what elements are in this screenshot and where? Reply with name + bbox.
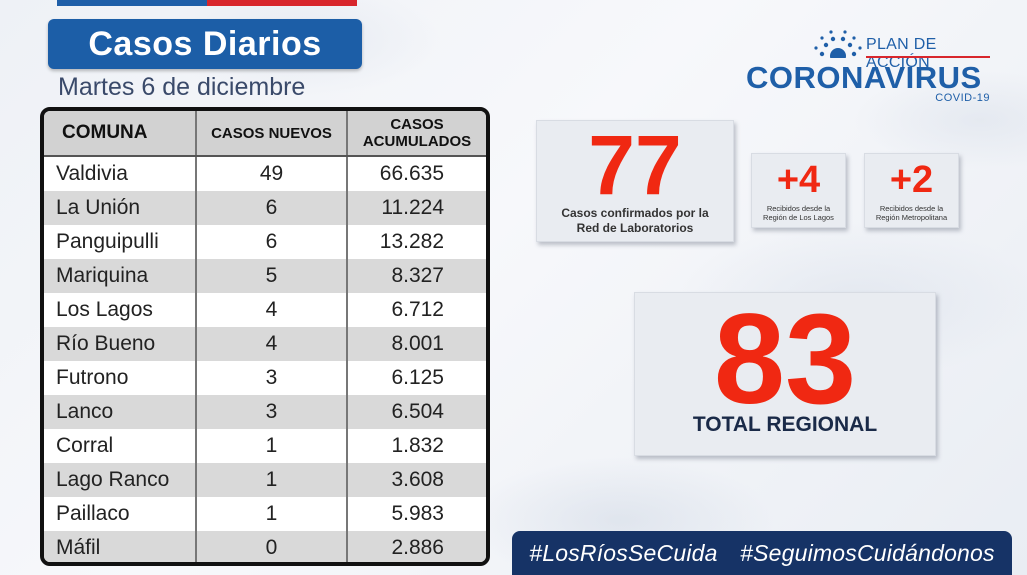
cell-comuna: Valdivia	[44, 157, 197, 191]
table-row: Máfil 0 2.886	[44, 531, 486, 562]
los-lagos-label-line2: Región de Los Lagos	[763, 213, 834, 222]
table-row: Corral 1 1.832	[44, 429, 486, 463]
cell-comuna: Río Bueno	[44, 327, 197, 361]
table-body: Valdivia 49 66.635 La Unión 6 11.224 Panguipul…	[44, 157, 486, 562]
cell-casos-nuevos: 1	[197, 497, 348, 531]
cell-casos-nuevos: 5	[197, 259, 348, 293]
cell-casos-acumulados: 11.224	[381, 196, 444, 219]
header-casos-nuevos: CASOS NUEVOS	[197, 111, 348, 155]
cell-casos-acumulados: 1.832	[391, 434, 444, 457]
logo-sub-text: COVID-19	[935, 92, 990, 104]
sun-icon	[814, 30, 862, 58]
logo-main-text: CORONAVIRUS	[746, 60, 982, 95]
metropolitana-label: Recibidos desde la Región Metropolitana	[867, 204, 956, 222]
cell-casos-nuevos: 3	[197, 395, 348, 429]
cell-casos-nuevos: 4	[197, 327, 348, 361]
table-row: Panguipulli 6 13.282	[44, 225, 486, 259]
cell-casos-acumulados: 6.125	[391, 366, 444, 389]
cell-comuna: Lanco	[44, 395, 197, 429]
cell-casos-acumulados: 2.886	[391, 536, 444, 559]
cell-casos-nuevos: 49	[197, 157, 348, 191]
cell-casos-acumulados: 8.001	[391, 332, 444, 355]
header-comuna: COMUNA	[44, 111, 197, 155]
table-row: Valdivia 49 66.635	[44, 157, 486, 191]
coronavirus-logo: PLAN DE ACCIÓN CORONAVIRUS COVID-19	[746, 30, 996, 105]
cell-comuna: Los Lagos	[44, 293, 197, 327]
page-title: Casos Diarios	[88, 24, 322, 63]
cell-comuna: Panguipulli	[44, 225, 197, 259]
cases-table: COMUNA CASOS NUEVOS CASOS ACUMULADOS Vald…	[40, 107, 490, 566]
table-row: La Unión 6 11.224	[44, 191, 486, 225]
cell-casos-nuevos: 6	[197, 191, 348, 225]
cell-casos-nuevos: 4	[197, 293, 348, 327]
report-date: Martes 6 de diciembre	[58, 73, 306, 101]
table-row: Los Lagos 4 6.712	[44, 293, 486, 327]
flag-stripe-red	[207, 0, 357, 6]
cell-casos-acumulados: 6.712	[391, 298, 444, 321]
header-casos-acumulados: CASOS ACUMULADOS	[348, 111, 486, 155]
table-header: COMUNA CASOS NUEVOS CASOS ACUMULADOS	[44, 111, 486, 157]
header-acum-line2: ACUMULADOS	[362, 133, 472, 150]
table-row: Lago Ranco 1 3.608	[44, 463, 486, 497]
cell-casos-nuevos: 1	[197, 429, 348, 463]
cell-casos-nuevos: 0	[197, 531, 348, 562]
cell-comuna: Corral	[44, 429, 197, 463]
metropolitana-card: +2 Recibidos desde la Región Metropolita…	[864, 153, 959, 228]
table-row: Lanco 3 6.504	[44, 395, 486, 429]
hashtag-banner: #LosRíosSeCuida #SeguimosCuidándonos	[512, 531, 1012, 575]
confirmed-label-line1: Casos confirmados por la	[561, 206, 709, 220]
flag-stripe-blue	[57, 0, 207, 6]
total-regional-label: TOTAL REGIONAL	[692, 413, 878, 436]
cell-comuna: Máfil	[44, 531, 197, 562]
flag-stripe	[57, 0, 357, 6]
table-row: Río Bueno 4 8.001	[44, 327, 486, 361]
los-lagos-value: +4	[776, 159, 821, 201]
total-regional-value: 83	[713, 288, 857, 431]
confirmed-cases-card: 77 Casos confirmados por la Red de Labor…	[536, 120, 734, 242]
los-lagos-label-line1: Recibidos desde la	[766, 204, 831, 213]
cell-casos-acumulados: 13.282	[379, 230, 444, 253]
cell-casos-nuevos: 3	[197, 361, 348, 395]
cell-comuna: Mariquina	[44, 259, 197, 293]
cell-casos-acumulados: 3.608	[391, 468, 444, 491]
cell-comuna: Lago Ranco	[44, 463, 197, 497]
confirmed-cases-value: 77	[588, 118, 682, 212]
cell-comuna: Futrono	[44, 361, 197, 395]
hashtag-seguimos: #SeguimosCuidándonos	[740, 539, 995, 566]
los-lagos-label: Recibidos desde la Región de Los Lagos	[754, 204, 843, 222]
cell-casos-acumulados: 66.635	[379, 162, 444, 185]
cell-comuna: Paillaco	[44, 497, 197, 531]
cell-casos-acumulados: 8.327	[391, 264, 444, 287]
metropolitana-label-line2: Región Metropolitana	[875, 213, 948, 222]
metropolitana-label-line1: Recibidos desde la	[879, 204, 944, 213]
table-row: Futrono 3 6.125	[44, 361, 486, 395]
hashtag-los-rios: #LosRíosSeCuida	[529, 539, 718, 566]
cell-casos-acumulados: 5.983	[391, 502, 444, 525]
cell-casos-nuevos: 6	[197, 225, 348, 259]
cell-casos-nuevos: 1	[197, 463, 348, 497]
confirmed-label-line2: Red de Laboratorios	[576, 221, 694, 235]
table-row: Mariquina 5 8.327	[44, 259, 486, 293]
cell-casos-acumulados: 6.504	[391, 400, 444, 423]
table-row: Paillaco 1 5.983	[44, 497, 486, 531]
header-acum-line1: CASOS	[390, 116, 444, 133]
cell-comuna: La Unión	[44, 191, 197, 225]
los-lagos-card: +4 Recibidos desde la Región de Los Lago…	[751, 153, 846, 228]
confirmed-cases-label: Casos confirmados por la Red de Laborato…	[541, 206, 729, 236]
title-banner: Casos Diarios	[48, 19, 362, 69]
logo-plan-text: PLAN DE ACCIÓN	[866, 36, 937, 71]
metropolitana-value: +2	[889, 159, 934, 201]
logo-divider	[866, 56, 990, 58]
total-regional-card: 83 TOTAL REGIONAL	[634, 292, 936, 456]
